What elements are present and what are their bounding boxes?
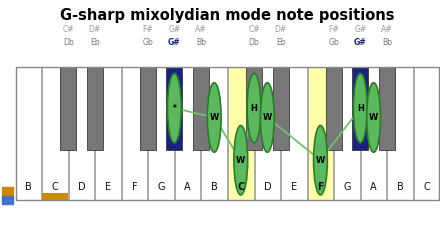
Bar: [246, 67, 262, 150]
Bar: [202, 67, 227, 200]
Bar: [193, 67, 209, 150]
Text: E: E: [291, 182, 297, 192]
Text: A#: A#: [195, 25, 207, 34]
Text: W: W: [369, 113, 378, 122]
Bar: [361, 67, 386, 200]
Text: F: F: [317, 182, 324, 192]
Circle shape: [234, 126, 248, 195]
Text: Bb: Bb: [196, 38, 206, 47]
Text: G#: G#: [168, 25, 180, 34]
Text: G: G: [158, 182, 165, 192]
Text: Gb: Gb: [143, 38, 153, 47]
Text: A#: A#: [381, 25, 392, 34]
Text: E: E: [105, 182, 111, 192]
Bar: [122, 67, 147, 200]
Circle shape: [367, 83, 381, 152]
Bar: [387, 67, 413, 200]
Text: A: A: [184, 182, 191, 192]
Text: W: W: [209, 113, 219, 122]
Text: C: C: [51, 182, 58, 192]
Bar: [140, 67, 156, 150]
Bar: [148, 67, 174, 200]
Text: A: A: [370, 182, 377, 192]
Bar: [175, 67, 200, 200]
Text: F#: F#: [328, 25, 339, 34]
Text: Db: Db: [249, 38, 260, 47]
Bar: [308, 67, 333, 200]
Bar: [95, 67, 121, 200]
Bar: [87, 67, 103, 150]
Circle shape: [168, 73, 181, 143]
Bar: [60, 67, 76, 150]
Text: W: W: [236, 156, 246, 165]
Circle shape: [247, 73, 261, 143]
Bar: [273, 67, 289, 150]
Text: C#: C#: [248, 25, 260, 34]
Text: C: C: [423, 182, 430, 192]
Text: Eb: Eb: [90, 38, 99, 47]
Bar: [281, 67, 307, 200]
Bar: [334, 67, 360, 200]
Text: F: F: [132, 182, 137, 192]
Text: B: B: [211, 182, 218, 192]
Bar: [15, 67, 41, 200]
Text: H: H: [357, 104, 364, 112]
Circle shape: [314, 126, 327, 195]
Text: G#: G#: [168, 38, 181, 47]
Bar: [326, 67, 342, 150]
Text: basicmusictheory.com: basicmusictheory.com: [5, 79, 10, 137]
Text: D: D: [264, 182, 271, 192]
Text: D: D: [77, 182, 85, 192]
Text: *: *: [172, 104, 176, 112]
Bar: [379, 67, 395, 150]
Bar: [166, 67, 182, 150]
Text: G: G: [343, 182, 351, 192]
Text: W: W: [263, 113, 272, 122]
Bar: [228, 67, 253, 200]
Circle shape: [207, 83, 221, 152]
Text: H: H: [251, 104, 257, 112]
Bar: [42, 193, 68, 200]
Text: G-sharp mixolydian mode note positions: G-sharp mixolydian mode note positions: [60, 8, 395, 23]
Bar: [42, 67, 68, 200]
Bar: [414, 67, 440, 200]
Bar: [2, 196, 13, 204]
Text: B: B: [25, 182, 32, 192]
Text: B: B: [397, 182, 403, 192]
Text: G#: G#: [354, 38, 367, 47]
Text: W: W: [316, 156, 325, 165]
Text: Eb: Eb: [276, 38, 286, 47]
Circle shape: [353, 73, 367, 143]
Circle shape: [260, 83, 274, 152]
Text: Db: Db: [63, 38, 73, 47]
Bar: [352, 67, 368, 150]
Text: D#: D#: [275, 25, 287, 34]
Text: D#: D#: [88, 25, 101, 34]
Bar: [69, 67, 94, 200]
Text: Gb: Gb: [328, 38, 339, 47]
Text: C#: C#: [62, 25, 74, 34]
Text: G#: G#: [354, 25, 367, 34]
Text: C: C: [237, 182, 244, 192]
Text: Bb: Bb: [382, 38, 392, 47]
Bar: [255, 67, 280, 200]
Bar: [2, 187, 13, 195]
Text: F#: F#: [143, 25, 153, 34]
